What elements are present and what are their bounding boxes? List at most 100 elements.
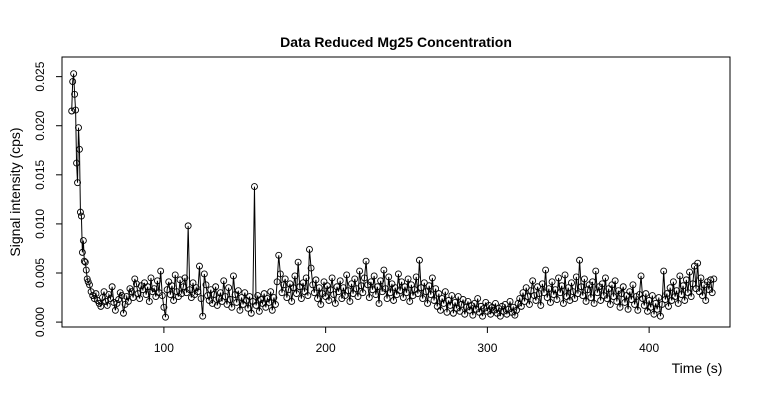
- data-point: [540, 289, 548, 297]
- data-point: [412, 273, 420, 281]
- data-point: [506, 298, 514, 305]
- data-point: [80, 257, 88, 265]
- data-point: [217, 289, 224, 297]
- data-point: [454, 293, 462, 301]
- y-axis-label: Signal intensity (cps): [7, 127, 23, 256]
- data-point: [551, 286, 559, 294]
- data-point: [579, 292, 587, 300]
- data-point: [522, 284, 530, 292]
- data-point: [511, 311, 519, 319]
- data-point: [315, 284, 323, 292]
- data-point: [660, 267, 668, 275]
- data-point: [430, 297, 438, 304]
- data-point: [365, 294, 373, 301]
- data-point: [708, 289, 716, 297]
- data-point: [244, 304, 252, 312]
- data-point: [314, 295, 321, 302]
- data-point: [424, 299, 431, 307]
- data-point: [153, 277, 161, 285]
- data-point: [561, 271, 569, 279]
- data-point: [196, 262, 203, 270]
- data-point: [312, 276, 320, 284]
- data-point: [587, 294, 595, 301]
- data-point: [647, 303, 655, 311]
- data-point: [404, 275, 412, 283]
- data-point: [77, 212, 85, 220]
- data-point: [178, 290, 186, 298]
- data-point: [76, 145, 83, 153]
- data-point: [281, 275, 289, 283]
- data-point: [398, 278, 406, 286]
- data-point: [288, 298, 296, 305]
- data-point: [650, 310, 658, 318]
- data-point: [92, 290, 100, 298]
- data-point: [386, 289, 394, 297]
- data-point: [634, 306, 642, 314]
- data-point: [629, 281, 637, 289]
- data-point: [681, 297, 689, 304]
- data-point: [640, 301, 648, 309]
- data-point: [223, 300, 231, 308]
- data-point: [83, 275, 91, 283]
- data-point: [145, 298, 153, 305]
- data-point: [501, 300, 509, 308]
- data-point: [97, 302, 105, 310]
- data-point: [441, 288, 449, 296]
- data-point: [359, 289, 367, 297]
- data-point: [446, 301, 454, 309]
- data-point: [530, 292, 538, 300]
- data-point: [118, 292, 126, 300]
- data-point: [547, 299, 554, 306]
- data-point: [369, 286, 376, 294]
- data-point: [257, 296, 265, 303]
- data-point: [262, 303, 270, 311]
- data-point: [440, 299, 448, 307]
- data-point: [666, 284, 674, 292]
- data-point: [525, 300, 533, 308]
- data-point: [265, 299, 273, 306]
- data-point: [655, 294, 663, 301]
- data-point: [139, 286, 147, 294]
- data-point: [435, 290, 443, 298]
- y-tick-label: 0.005: [33, 258, 47, 288]
- data-point: [458, 300, 465, 308]
- data-series: [68, 70, 718, 321]
- data-point: [273, 278, 281, 286]
- data-point: [606, 300, 614, 308]
- data-point: [414, 290, 422, 298]
- data-point: [69, 78, 77, 86]
- data-point: [445, 297, 453, 304]
- data-point: [171, 271, 179, 279]
- data-point: [123, 293, 131, 301]
- data-point: [564, 284, 572, 292]
- data-point: [432, 285, 440, 293]
- data-point: [317, 300, 325, 308]
- y-tick-label: 0.020: [33, 110, 47, 140]
- data-point: [335, 288, 343, 296]
- data-point: [611, 277, 619, 285]
- data-point: [134, 290, 142, 298]
- data-point: [276, 270, 284, 278]
- data-point: [637, 272, 645, 280]
- data-point: [375, 299, 383, 307]
- data-point: [566, 297, 574, 304]
- data-point: [229, 272, 237, 280]
- data-point: [111, 306, 119, 314]
- data-point: [252, 301, 260, 309]
- data-point: [613, 298, 621, 305]
- data-point: [352, 285, 360, 293]
- data-point: [213, 301, 221, 309]
- data-point: [417, 284, 425, 292]
- data-point: [686, 268, 694, 276]
- data-point: [673, 287, 681, 295]
- data-point: [443, 308, 451, 316]
- data-point: [529, 277, 537, 285]
- data-point: [689, 280, 697, 288]
- data-point: [297, 295, 305, 302]
- data-point: [572, 273, 580, 281]
- data-point: [339, 284, 347, 292]
- data-point: [538, 280, 546, 288]
- data-point: [653, 305, 661, 313]
- data-point: [461, 310, 469, 318]
